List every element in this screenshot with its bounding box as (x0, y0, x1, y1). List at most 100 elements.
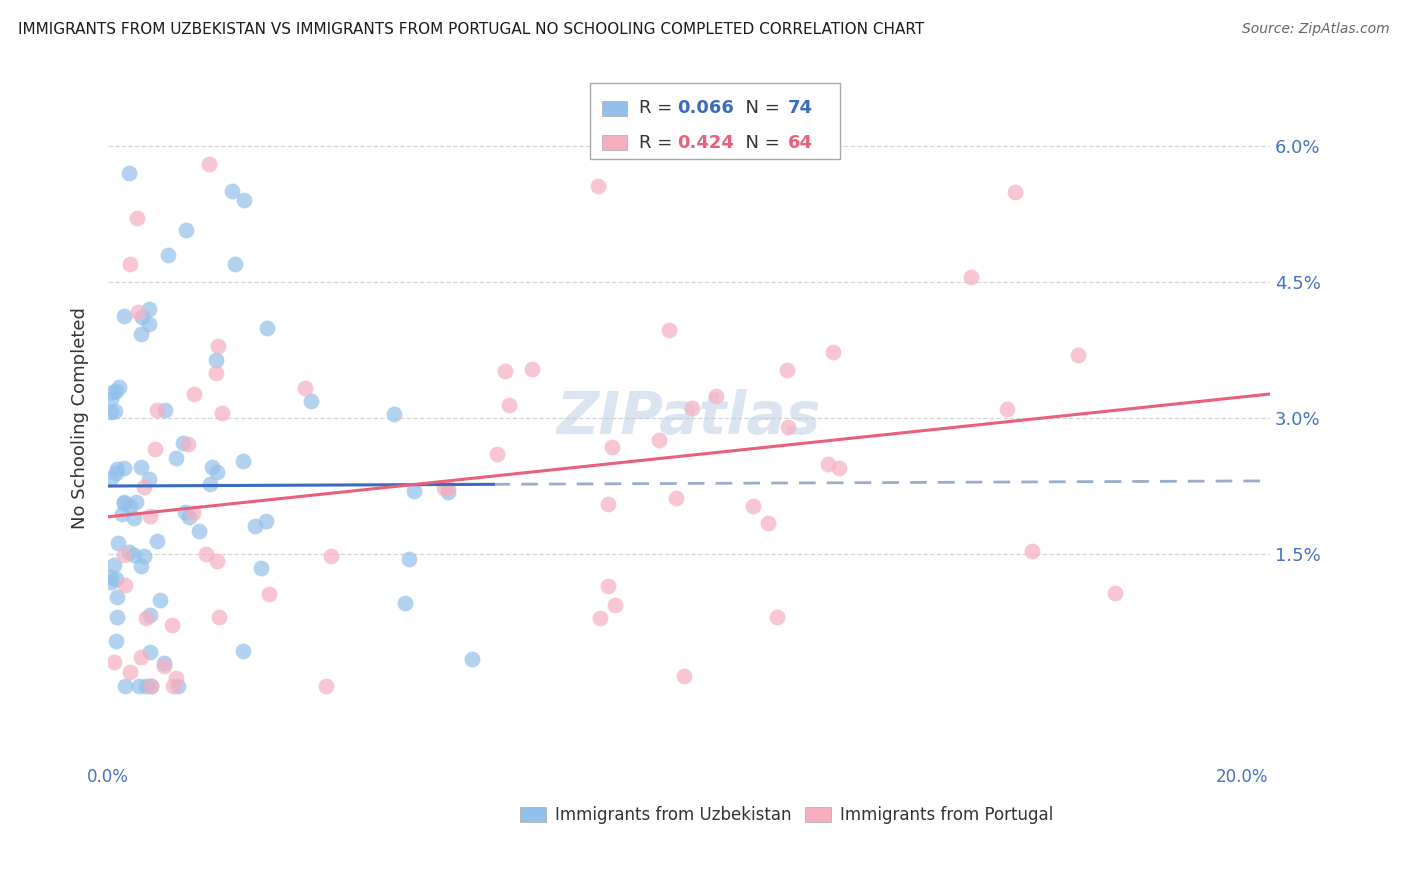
Text: Source: ZipAtlas.com: Source: ZipAtlas.com (1241, 22, 1389, 37)
Point (131, 310, 153, 325)
Point (494, 364, 516, 378)
Point (995, 402, 1018, 417)
Point (129, 650, 152, 665)
Point (522, 361, 544, 376)
Point (221, 184, 243, 198)
Point (143, 442, 166, 456)
Point (138, 317, 160, 331)
Point (127, 305, 149, 319)
Point (394, 596, 416, 610)
Point (603, 598, 626, 612)
Point (139, 679, 162, 693)
Point (132, 549, 155, 563)
Point (437, 481, 460, 495)
Point (232, 644, 254, 658)
Point (205, 554, 228, 568)
Point (156, 247, 179, 261)
Point (682, 401, 704, 416)
Point (114, 578, 136, 592)
Point (208, 610, 231, 624)
Point (205, 366, 228, 380)
Point (129, 460, 152, 475)
Point (112, 496, 135, 510)
Point (110, 507, 132, 521)
Point (673, 669, 696, 683)
Point (1004, 185, 1026, 199)
Point (188, 524, 211, 538)
Point (103, 656, 125, 670)
Point (114, 461, 136, 475)
Point (153, 402, 176, 417)
Point (294, 381, 316, 395)
Point (114, 495, 136, 509)
Point (257, 587, 280, 601)
Point (959, 269, 981, 284)
Point (211, 406, 233, 420)
Point (254, 514, 277, 528)
Point (250, 561, 273, 575)
Point (177, 436, 200, 450)
Point (120, 499, 142, 513)
Point (103, 558, 125, 573)
Point (201, 460, 224, 475)
Bar (602, 101, 627, 116)
Point (104, 466, 127, 480)
Point (118, 257, 141, 271)
Point (105, 572, 128, 586)
Point (486, 447, 509, 461)
Point (658, 323, 681, 337)
Point (256, 321, 278, 335)
Point (112, 548, 135, 562)
Text: Immigrants from Portugal: Immigrants from Portugal (839, 805, 1053, 823)
Point (129, 559, 152, 574)
Point (114, 679, 136, 693)
Point (125, 211, 148, 226)
Point (404, 483, 426, 498)
Point (173, 505, 195, 519)
Point (183, 387, 205, 401)
Point (146, 402, 169, 417)
Point (135, 679, 157, 693)
Bar (602, 135, 627, 150)
Point (704, 389, 727, 403)
Text: 0.066: 0.066 (678, 99, 734, 118)
Point (207, 339, 229, 353)
Point (1021, 544, 1043, 558)
Point (122, 511, 145, 525)
Bar (806, 807, 831, 822)
Point (778, 420, 800, 434)
Point (108, 380, 131, 394)
Text: R =: R = (638, 99, 678, 118)
Point (100, 471, 122, 485)
Point (124, 548, 146, 562)
Point (232, 454, 254, 468)
Point (100, 569, 122, 583)
Point (433, 481, 456, 495)
Point (129, 327, 152, 342)
Point (741, 499, 763, 513)
Point (195, 547, 218, 561)
Point (600, 440, 623, 454)
Point (596, 497, 619, 511)
Point (139, 508, 162, 523)
Point (460, 651, 482, 665)
Bar (520, 807, 546, 822)
Text: ZIPatlas: ZIPatlas (557, 390, 821, 447)
Point (315, 679, 337, 693)
Point (319, 549, 342, 564)
Point (177, 510, 200, 524)
Point (118, 166, 141, 180)
Point (398, 551, 420, 566)
Point (138, 301, 160, 316)
Point (162, 618, 184, 632)
Point (181, 506, 204, 520)
Point (382, 407, 405, 421)
Point (139, 679, 162, 693)
Point (665, 491, 688, 506)
Text: 64: 64 (787, 134, 813, 152)
Point (165, 671, 187, 685)
Text: 74: 74 (787, 99, 813, 118)
Point (766, 609, 789, 624)
Point (776, 363, 799, 377)
Text: N =: N = (734, 134, 786, 152)
